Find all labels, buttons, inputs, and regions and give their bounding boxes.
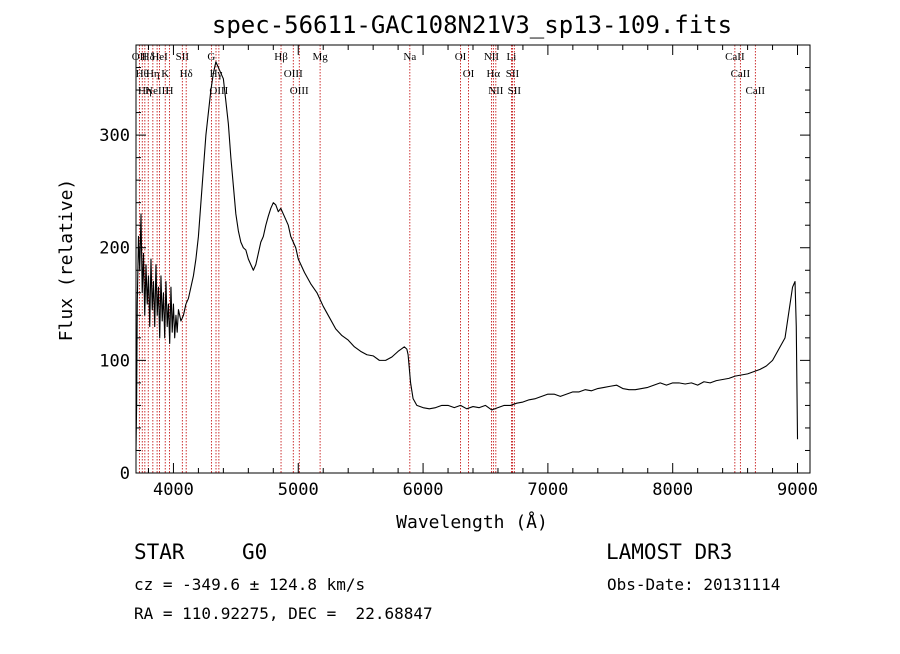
plot-frame <box>135 44 811 474</box>
spectral-line-label: OIII <box>284 68 303 80</box>
spectral-line-label: Hη <box>138 85 152 97</box>
object-subclass: G0 <box>242 540 268 564</box>
coordinates: RA = 110.92275, DEC = 22.68847 <box>134 604 433 623</box>
spectral-line-label: CaII <box>746 85 766 97</box>
survey-name: LAMOST DR3 <box>606 540 733 564</box>
x-axis-label: Wavelength (Å) <box>396 511 548 533</box>
object-class: STAR <box>134 540 185 564</box>
chart-title: spec-56611-GAC108N21V3_sp13-109.fits <box>212 11 732 39</box>
y-tick-label: 300 <box>99 126 130 146</box>
spectral-line-label: Hγ <box>210 68 223 80</box>
spectral-line-label: NeIII <box>145 85 169 97</box>
spectral-line-label: OIII <box>290 85 309 97</box>
spectral-line-label: Hδ <box>180 68 193 80</box>
spectral-line-label: OI <box>455 51 467 63</box>
x-tick-label: 4000 <box>153 480 194 500</box>
y-axis-label: Flux (relative) <box>56 179 77 342</box>
spectral-line-label: SII <box>176 51 190 63</box>
x-tick-label: 7000 <box>527 480 568 500</box>
x-tick-label: 9000 <box>777 480 818 500</box>
spectrum-line <box>135 61 799 451</box>
spectral-line-label: G <box>207 51 215 63</box>
y-tick-label: 0 <box>120 464 130 484</box>
spectral-line-label: Hβ <box>274 51 288 63</box>
spectral-line-label: Hη <box>146 68 160 80</box>
y-tick-label: 200 <box>99 239 130 259</box>
spectral-line-label: OI <box>463 68 475 80</box>
spectral-line-label: CaII <box>731 68 751 80</box>
spectrum-group <box>135 61 799 451</box>
y-axis-ticks: 0 100 200 300 <box>99 67 810 484</box>
spectral-line-label: Hδ <box>142 51 155 63</box>
observation-date: Obs-Date: 20131114 <box>607 575 781 594</box>
redshift-cz: cz = -349.6 ± 124.8 km/s <box>134 575 366 594</box>
spectral-line-label: K <box>161 68 169 80</box>
spectral-line-label: CaII <box>725 51 745 63</box>
spectral-line-label: NII <box>484 51 500 63</box>
spectral-line-label: Li <box>507 51 517 63</box>
spectral-line-label: SII <box>508 85 522 97</box>
spectral-line-label: Na <box>403 51 416 63</box>
x-tick-label: 8000 <box>652 480 693 500</box>
line-markers <box>138 45 756 473</box>
spectral-line-label: OIII <box>209 85 228 97</box>
spectral-line-label: SII <box>506 68 520 80</box>
line-labels: OIIHθHηHδHηNeIIIHeIKHSIIHδGHγOIIIHβOIIIO… <box>132 51 766 97</box>
x-tick-label: 6000 <box>403 480 444 500</box>
y-tick-label: 100 <box>99 351 130 371</box>
spectral-line-label: NII <box>488 85 504 97</box>
spectral-line-label: HeI <box>151 51 168 63</box>
spectral-line-label: Hα <box>486 68 500 80</box>
x-tick-label: 5000 <box>278 480 319 500</box>
spectral-line-label: H <box>165 85 173 97</box>
spectral-line-label: Hθ <box>136 68 149 80</box>
x-axis-ticks: 4000 5000 6000 7000 8000 9000 <box>147 45 818 500</box>
spectral-line-label: Mg <box>312 51 328 63</box>
